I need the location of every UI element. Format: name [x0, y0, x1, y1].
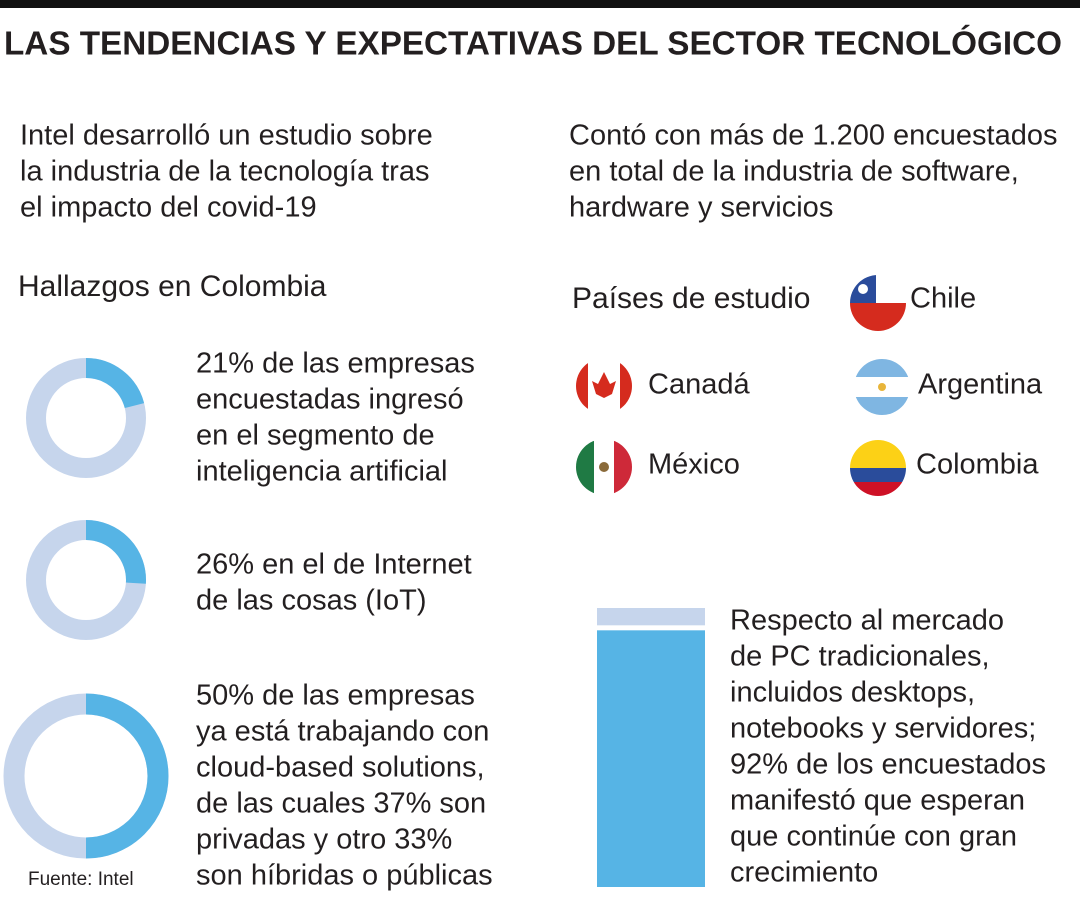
top-bar	[0, 0, 1080, 8]
country-label: Chile	[910, 283, 976, 315]
market-line: notebooks y servidores;	[730, 713, 1036, 745]
flag-chile	[850, 275, 906, 331]
flag-canada	[576, 358, 632, 414]
country-label: México	[648, 449, 740, 481]
finding-line: 26% en el de Internet	[196, 549, 472, 581]
market-line: crecimiento	[730, 857, 878, 889]
finding-line: encuestadas ingresó	[196, 384, 464, 416]
finding-line: inteligencia artificial	[196, 456, 447, 488]
donut-arc	[85, 358, 145, 409]
country-label: Argentina	[918, 369, 1043, 401]
donut-arc	[85, 520, 146, 584]
intro-line: hardware y servicios	[569, 192, 833, 224]
finding-line: ya está trabajando con	[196, 716, 489, 748]
finding-line: de las cuales 37% son	[196, 788, 486, 820]
intro-line: la industria de la tecnología tras	[20, 156, 429, 188]
country-label: Canadá	[648, 369, 750, 401]
finding-line: privadas y otro 33%	[196, 824, 452, 856]
column-value	[597, 630, 705, 887]
market-line: incluidos desktops,	[730, 677, 975, 709]
finding-line: en el segmento de	[196, 420, 435, 452]
finding-line: 50% de las empresas	[196, 680, 475, 712]
intro-line: Intel desarrolló un estudio sobre	[20, 120, 433, 152]
column-rest	[597, 608, 705, 626]
intro-line: Contó con más de 1.200 encuestados	[569, 120, 1058, 152]
finding-line: cloud-based solutions,	[196, 752, 485, 784]
source: Fuente: Intel	[28, 869, 134, 890]
flag-colombia	[850, 440, 906, 496]
intro-line: el impacto del covid-19	[20, 192, 317, 224]
page-title: LAS TENDENCIAS Y EXPECTATIVAS DEL SECTOR…	[4, 25, 1062, 62]
intro-line: en total de la industria de software,	[569, 156, 1019, 188]
findings-title: Hallazgos en Colombia	[18, 270, 327, 303]
finding-line: 21% de las empresas	[196, 348, 475, 380]
flag-mexico	[576, 439, 632, 495]
finding-line: de las cosas (IoT)	[196, 585, 426, 617]
country-label: Colombia	[916, 449, 1039, 481]
countries-title: Países de estudio	[572, 282, 811, 315]
flag-argentina	[854, 359, 910, 415]
finding-line: son híbridas o públicas	[196, 860, 493, 892]
market-line: manifestó que esperan	[730, 785, 1025, 817]
market-line: que continúe con gran	[730, 821, 1017, 853]
market-line: Respecto al mercado	[730, 605, 1004, 637]
market-line: de PC tradicionales,	[730, 641, 990, 673]
donut-arc	[85, 693, 169, 859]
market-line: 92% de los encuestados	[730, 749, 1046, 781]
